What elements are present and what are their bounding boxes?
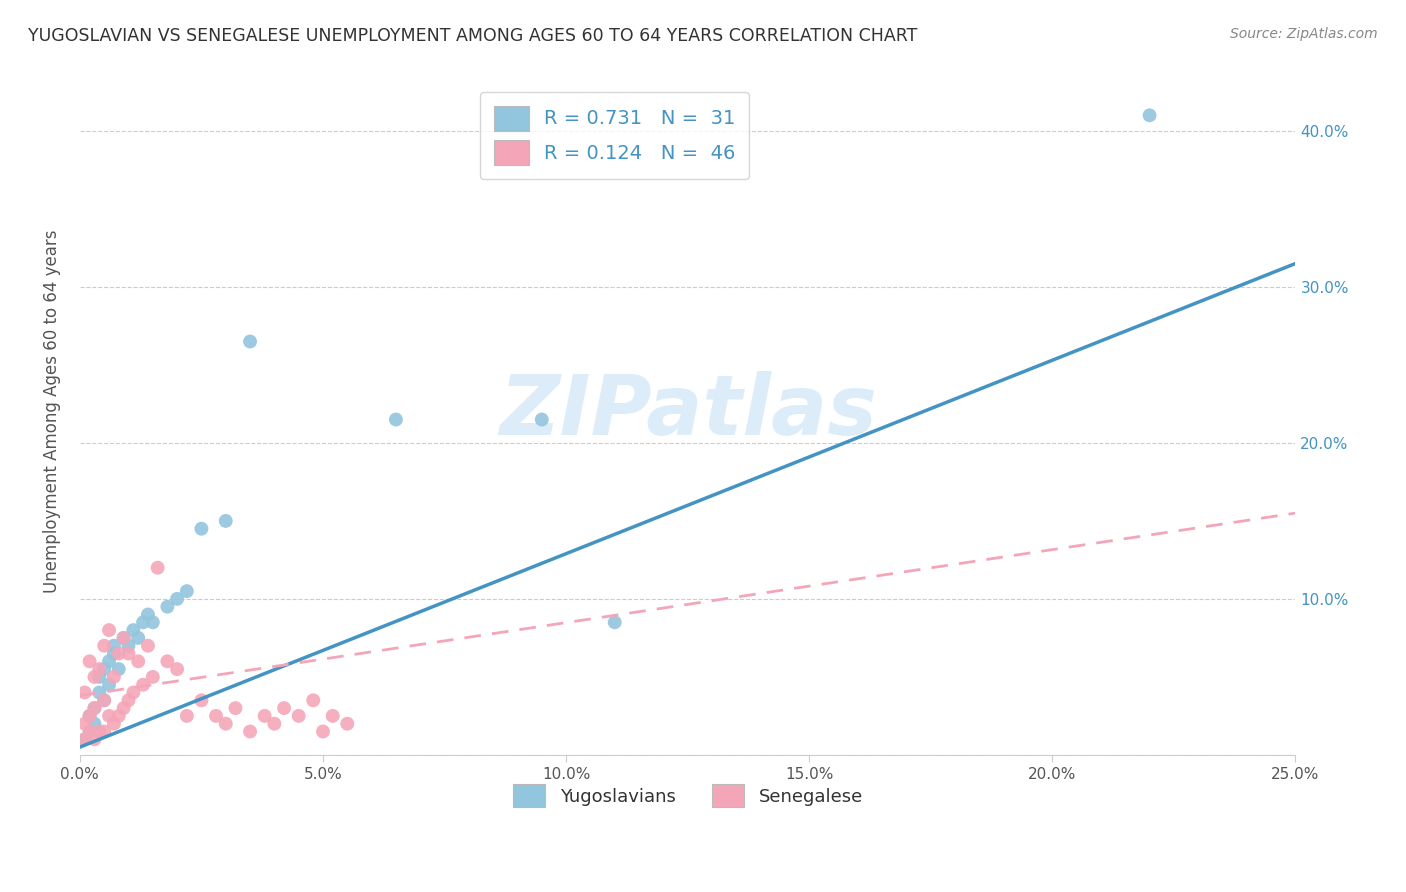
Point: [103, 716, 125, 731]
Point: [224, 701, 246, 715]
Point: [73, 685, 96, 699]
Point: [117, 639, 139, 653]
Text: YUGOSLAVIAN VS SENEGALESE UNEMPLOYMENT AMONG AGES 60 TO 64 YEARS CORRELATION CHA: YUGOSLAVIAN VS SENEGALESE UNEMPLOYMENT A…: [28, 27, 918, 45]
Point: [312, 724, 335, 739]
Point: [239, 724, 262, 739]
Point: [107, 709, 129, 723]
Point: [93, 639, 115, 653]
Point: [176, 709, 198, 723]
Point: [215, 514, 238, 528]
Point: [302, 693, 325, 707]
Point: [83, 701, 105, 715]
Point: [103, 639, 125, 653]
Point: [98, 654, 121, 668]
Point: [273, 701, 295, 715]
Point: [132, 678, 155, 692]
Point: [190, 522, 212, 536]
Point: [146, 560, 169, 574]
Point: [73, 716, 96, 731]
Point: [263, 716, 285, 731]
Point: [156, 654, 179, 668]
Point: [112, 631, 135, 645]
Point: [122, 623, 145, 637]
Point: [83, 732, 105, 747]
Point: [98, 623, 121, 637]
Point: [103, 647, 125, 661]
Point: [107, 647, 129, 661]
Point: [127, 631, 149, 645]
Point: [239, 334, 262, 349]
Point: [79, 654, 101, 668]
Point: [385, 412, 408, 426]
Point: [142, 670, 165, 684]
Point: [287, 709, 309, 723]
Point: [89, 685, 111, 699]
Point: [103, 670, 125, 684]
Point: [112, 631, 135, 645]
Point: [190, 693, 212, 707]
Point: [79, 709, 101, 723]
Point: [215, 716, 238, 731]
Point: [122, 685, 145, 699]
Point: [93, 724, 115, 739]
Point: [79, 709, 101, 723]
Point: [166, 662, 188, 676]
Point: [89, 724, 111, 739]
Point: [89, 662, 111, 676]
Point: [73, 732, 96, 747]
Point: [73, 732, 96, 747]
Point: [336, 716, 359, 731]
Point: [136, 639, 159, 653]
Legend: Yugoslavians, Senegalese: Yugoslavians, Senegalese: [505, 777, 870, 814]
Point: [98, 709, 121, 723]
Point: [136, 607, 159, 622]
Point: [93, 693, 115, 707]
Point: [89, 670, 111, 684]
Point: [79, 724, 101, 739]
Point: [156, 599, 179, 614]
Point: [253, 709, 276, 723]
Point: [93, 662, 115, 676]
Point: [117, 647, 139, 661]
Point: [107, 662, 129, 676]
Point: [127, 654, 149, 668]
Point: [166, 591, 188, 606]
Point: [112, 701, 135, 715]
Point: [98, 678, 121, 692]
Point: [142, 615, 165, 630]
Point: [83, 670, 105, 684]
Y-axis label: Unemployment Among Ages 60 to 64 years: Unemployment Among Ages 60 to 64 years: [44, 230, 60, 593]
Point: [1139, 108, 1161, 122]
Point: [530, 412, 553, 426]
Text: ZIPatlas: ZIPatlas: [499, 371, 876, 452]
Text: Source: ZipAtlas.com: Source: ZipAtlas.com: [1230, 27, 1378, 41]
Point: [93, 693, 115, 707]
Point: [132, 615, 155, 630]
Point: [205, 709, 228, 723]
Point: [83, 716, 105, 731]
Point: [83, 701, 105, 715]
Point: [117, 693, 139, 707]
Point: [79, 724, 101, 739]
Point: [176, 584, 198, 599]
Point: [603, 615, 626, 630]
Point: [322, 709, 344, 723]
